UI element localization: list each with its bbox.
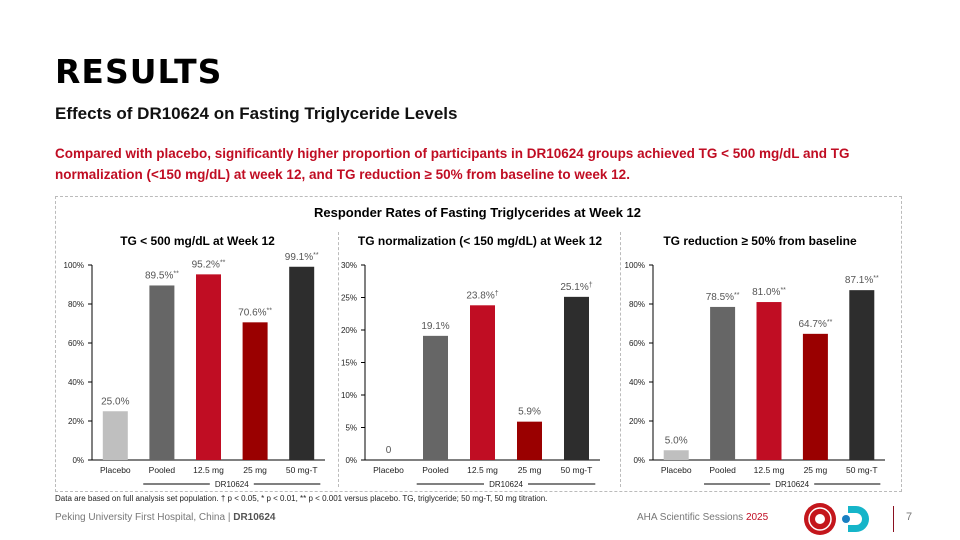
y-tick-label: 60% (68, 339, 84, 348)
x-tick-label: Placebo (661, 465, 692, 475)
bar (289, 266, 315, 460)
chart-title: TG reduction ≥ 50% from baseline (663, 234, 857, 248)
data-label: 99.1%** (285, 252, 319, 263)
x-tick-label: Pooled (709, 465, 736, 475)
company-logo (842, 506, 869, 532)
y-tick-label: 40% (68, 378, 84, 387)
group-label: DR10624 (215, 480, 249, 489)
y-tick-label: 0% (345, 456, 357, 465)
x-tick-label: 12.5 mg (467, 465, 498, 475)
y-tick-label: 40% (629, 378, 645, 387)
data-label: 95.2%** (192, 259, 226, 270)
divider (338, 232, 339, 487)
y-tick-label: 100% (64, 261, 84, 270)
bar (710, 306, 736, 460)
y-tick-label: 0% (633, 456, 645, 465)
y-tick-label: 10% (341, 391, 357, 400)
drug-name: DR10624 (233, 512, 276, 523)
page-number: 7 (906, 511, 913, 523)
x-tick-label: Placebo (100, 465, 131, 475)
y-tick-label: 100% (625, 261, 645, 270)
data-label: 70.6%** (238, 307, 272, 318)
data-label: 89.5%** (145, 270, 179, 281)
bar (849, 290, 875, 460)
university-seal-logo (804, 503, 836, 535)
y-tick-label: 20% (341, 326, 357, 335)
page-title: RESULTS (55, 52, 223, 91)
page-subtitle: Effects of DR10624 on Fasting Triglyceri… (55, 104, 458, 123)
data-label: 78.5%** (706, 292, 740, 303)
y-tick-label: 30% (341, 261, 357, 270)
y-tick-label: 60% (629, 339, 645, 348)
x-tick-label: 12.5 mg (754, 465, 785, 475)
divider (620, 232, 621, 487)
source-institution: Peking University First Hospital, China … (55, 512, 234, 523)
x-tick-label: Pooled (149, 465, 176, 475)
x-tick-label: 12.5 mg (193, 465, 224, 475)
bar (149, 285, 175, 460)
x-tick-label: 50 mg-T (286, 465, 318, 475)
data-label: 64.7%** (798, 319, 832, 330)
bar (196, 274, 221, 460)
data-label: 0 (386, 445, 392, 456)
data-label: 25.1%† (560, 282, 592, 293)
group-label: DR10624 (775, 480, 809, 489)
y-tick-label: 25% (341, 294, 357, 303)
bar (517, 421, 542, 460)
y-tick-label: 80% (68, 300, 84, 309)
y-tick-label: 80% (629, 300, 645, 309)
bar (423, 335, 448, 460)
bar (663, 450, 689, 460)
data-label: 87.1%** (845, 275, 879, 286)
bar (756, 302, 782, 460)
x-tick-label: Pooled (422, 465, 449, 475)
data-label: 23.8%† (466, 290, 498, 301)
conference-text: AHA Scientific Sessions 2025 (637, 512, 768, 523)
conference-name: AHA Scientific Sessions (637, 512, 746, 523)
source-text: Peking University First Hospital, China … (55, 512, 275, 523)
bar (242, 322, 268, 460)
bar (470, 305, 495, 460)
data-label: 81.0%** (752, 287, 786, 298)
y-tick-label: 15% (341, 359, 357, 368)
data-label: 5.9% (518, 407, 541, 418)
x-tick-label: 25 mg (518, 465, 542, 475)
panel-title: Responder Rates of Fasting Triglycerides… (313, 205, 642, 220)
intro-text: Compared with placebo, significantly hig… (55, 146, 850, 182)
x-tick-label: 50 mg-T (846, 465, 878, 475)
bar (802, 333, 828, 460)
footer-divider (893, 506, 894, 532)
bar (564, 296, 589, 460)
y-tick-label: 20% (68, 417, 84, 426)
group-label: DR10624 (489, 480, 523, 489)
x-tick-label: 25 mg (804, 465, 828, 475)
footnote: Data are based on full analysis set popu… (55, 494, 548, 503)
conference-year: 2025 (745, 512, 769, 523)
x-tick-label: 50 mg-T (561, 465, 593, 475)
chart-panel (55, 196, 902, 492)
data-label: 19.1% (421, 321, 449, 332)
y-tick-label: 20% (629, 417, 645, 426)
data-label: 25.0% (101, 396, 129, 407)
y-tick-label: 0% (72, 456, 84, 465)
x-tick-label: 25 mg (243, 465, 267, 475)
chart-title: TG < 500 mg/dL at Week 12 (120, 234, 275, 248)
x-tick-label: Placebo (373, 465, 404, 475)
y-tick-label: 5% (345, 424, 357, 433)
chart-title: TG normalization (< 150 mg/dL) at Week 1… (357, 234, 603, 248)
data-label: 5.0% (665, 435, 688, 446)
bar (102, 411, 128, 460)
